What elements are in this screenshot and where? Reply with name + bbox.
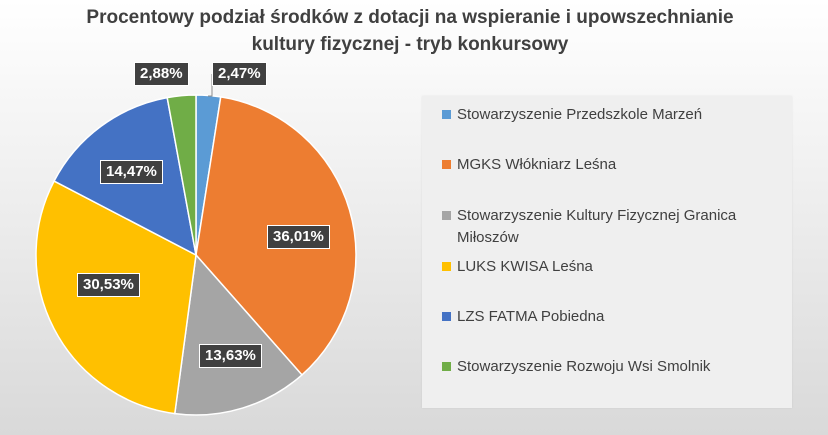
pie-slice-2 (173, 253, 303, 416)
legend-item-rozwoju-wsi-smolnik: Stowarzyszenie Rozwoju Wsi Smolnik (442, 356, 782, 378)
chart-title: Procentowy podział środków z dotacji na … (60, 4, 760, 58)
legend-item-mgks-wlokniarz: MGKS Włókniarz Leśna (442, 154, 782, 176)
legend-label: Stowarzyszenie Rozwoju Wsi Smolnik (457, 358, 711, 375)
data-label-slice-1: 36,01% (267, 225, 330, 249)
legend-swatch (442, 211, 451, 220)
legend-swatch (442, 262, 451, 271)
data-label-slice-2: 13,63% (199, 344, 262, 368)
legend-item-lzs-fatma: LZS FATMA Pobiedna (442, 306, 782, 328)
legend-label: MGKS Włókniarz Leśna (457, 156, 617, 173)
pie-slice-5 (166, 94, 197, 256)
chart-title-line-1: Procentowy podział środków z dotacji na … (86, 7, 734, 28)
chart-title-line-2: kultury fizycznej - tryb konkursowy (251, 34, 569, 55)
chart-legend: Stowarzyszenie Przedszkole Marzeń MGKS W… (422, 96, 792, 408)
legend-swatch (442, 160, 451, 169)
data-label-slice-5: 2,88% (134, 62, 189, 86)
legend-item-przedszkole-marzen: Stowarzyszenie Przedszkole Marzeń (442, 104, 782, 126)
legend-label: LUKS KWISA Leśna (457, 258, 593, 275)
legend-label: Stowarzyszenie Przedszkole Marzeń (457, 106, 703, 123)
data-label-slice-0: 2,47% (212, 62, 267, 86)
pie-slice-3 (35, 180, 197, 415)
legend-item-luks-kwisa: LUKS KWISA Leśna (442, 256, 782, 278)
data-label-slice-3: 30,53% (77, 273, 140, 297)
legend-swatch (442, 362, 451, 371)
legend-label: LZS FATMA Pobiedna (457, 308, 605, 325)
data-label-slice-4: 14,47% (100, 160, 163, 184)
legend-item-granica-miloszow: Stowarzyszenie Kultury Fizycznej Granica… (442, 205, 782, 249)
legend-swatch (442, 110, 451, 119)
legend-label: Stowarzyszenie Kultury Fizycznej Granica… (457, 207, 737, 246)
legend-swatch (442, 312, 451, 321)
